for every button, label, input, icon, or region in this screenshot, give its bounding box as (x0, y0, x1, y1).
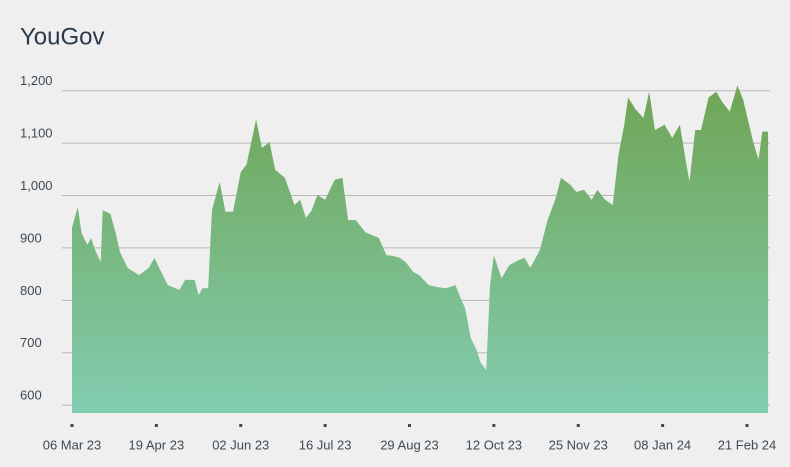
x-tick-mark (239, 424, 243, 427)
y-tick-label: 800 (20, 283, 42, 298)
x-tick-mark (745, 424, 749, 427)
x-tick-label: 19 Apr 23 (129, 437, 185, 452)
y-tick-label: 900 (20, 230, 42, 245)
y-tick-label: 1,100 (20, 126, 53, 141)
x-tick-label: 29 Aug 23 (380, 437, 439, 452)
x-tick-mark (323, 424, 327, 427)
x-tick-mark (70, 424, 74, 427)
x-tick-mark (407, 424, 411, 427)
y-tick-label: 1,000 (20, 178, 53, 193)
y-tick-label: 600 (20, 388, 42, 403)
x-tick-mark (661, 424, 665, 427)
x-tick-label: 06 Mar 23 (43, 437, 102, 452)
price-area (72, 85, 769, 413)
y-tick-label: 1,200 (20, 73, 53, 88)
x-tick-mark (492, 424, 496, 427)
x-tick-label: 08 Jan 24 (634, 437, 691, 452)
x-tick-label: 25 Nov 23 (549, 437, 608, 452)
x-tick-mark (154, 424, 158, 427)
y-tick-label: 700 (20, 335, 42, 350)
chart-title: YouGov (20, 23, 105, 50)
x-tick-label: 02 Jun 23 (212, 437, 269, 452)
x-tick-label: 16 Jul 23 (299, 437, 352, 452)
x-tick-label: 12 Oct 23 (466, 437, 522, 452)
x-tick-label: 21 Feb 24 (718, 437, 777, 452)
x-tick-mark (576, 424, 580, 427)
